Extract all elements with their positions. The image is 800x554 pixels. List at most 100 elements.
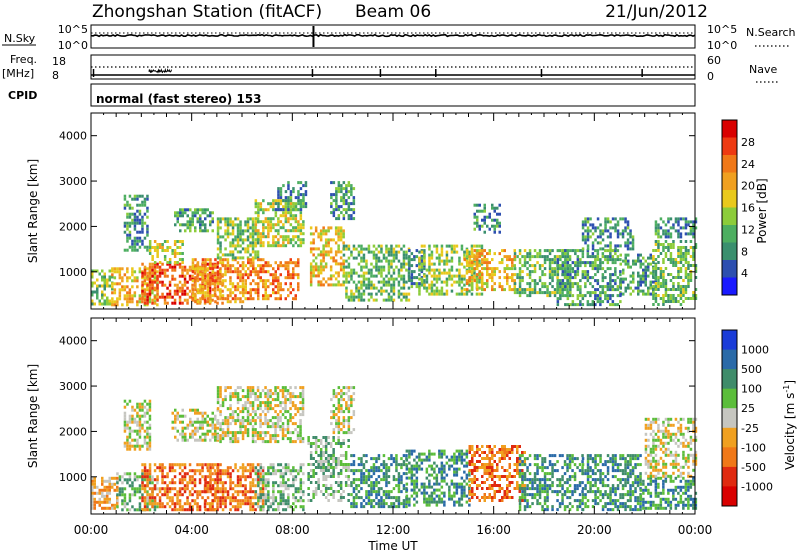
- echo-cell: [621, 235, 625, 239]
- echo-cell: [433, 271, 436, 275]
- echo-cell: [362, 289, 366, 293]
- colorbar-swatch: [722, 120, 737, 138]
- echo-cell: [571, 261, 575, 265]
- echo-cell: [415, 282, 419, 286]
- echo-cell: [287, 220, 290, 224]
- echo-cell: [246, 395, 250, 399]
- echo-cell: [370, 280, 373, 284]
- echo-cell: [435, 250, 439, 254]
- echo-cell: [291, 401, 295, 405]
- echo-cell: [664, 279, 668, 282]
- echo-cell: [299, 386, 302, 390]
- echo-cell: [141, 224, 144, 228]
- echo-cell: [657, 261, 660, 264]
- echo-cell: [466, 270, 469, 274]
- echo-cell: [156, 274, 159, 278]
- echo-cell: [231, 229, 235, 233]
- echo-cell: [101, 476, 104, 480]
- echo-cell: [614, 288, 617, 292]
- echo-cell: [294, 386, 297, 390]
- echo-cell: [267, 241, 270, 245]
- echo-cell: [324, 241, 328, 245]
- echo-cell: [173, 262, 177, 266]
- echo-cell: [244, 431, 247, 435]
- echo-cell: [216, 253, 220, 257]
- echo-cell: [385, 259, 388, 263]
- echo-cell: [219, 282, 222, 286]
- echo-cell: [609, 258, 612, 262]
- echo-cell: [337, 238, 340, 242]
- echo-cell: [91, 281, 94, 285]
- echo-cell: [166, 240, 169, 243]
- echo-cell: [684, 252, 688, 255]
- echo-cell: [664, 223, 668, 227]
- echo-cell: [594, 291, 597, 295]
- echo-cell: [312, 271, 315, 275]
- echo-cell: [662, 229, 665, 233]
- echo-cell: [337, 262, 340, 266]
- echo-cell: [229, 478, 232, 482]
- echo-cell: [226, 431, 230, 435]
- echo-cell: [259, 238, 263, 242]
- echo-cell: [420, 256, 424, 260]
- echo-cell: [231, 244, 235, 248]
- echo-cell: [141, 292, 144, 296]
- echo-cell: [287, 241, 290, 245]
- echo-cell: [176, 499, 179, 503]
- echo-cell: [569, 267, 572, 271]
- echo-cell: [239, 499, 242, 503]
- echo-cell: [133, 197, 137, 201]
- echo-cell: [689, 279, 693, 282]
- echo-cell: [654, 243, 658, 246]
- echo-cell: [229, 413, 232, 417]
- echo-cell: [254, 431, 257, 435]
- echo-cell: [249, 232, 252, 236]
- echo-cell: [211, 484, 215, 488]
- echo-cell: [271, 392, 275, 396]
- echo-cell: [251, 392, 255, 396]
- echo-cell: [682, 255, 685, 258]
- echo-cell: [141, 405, 144, 409]
- echo-cell: [211, 267, 215, 271]
- echo-cell: [146, 508, 149, 512]
- echo-cell: [239, 484, 242, 488]
- echo-cell: [662, 300, 665, 303]
- echo-cell: [173, 265, 177, 269]
- echo-cell: [121, 285, 124, 289]
- echo-cell: [96, 485, 99, 489]
- echo-cell: [196, 417, 199, 421]
- echo-cell: [254, 469, 258, 473]
- echo-cell: [254, 478, 258, 482]
- echo-cell: [153, 295, 157, 299]
- echo-cell: [551, 258, 554, 262]
- echo-cell: [476, 203, 479, 207]
- echo-cell: [322, 229, 325, 233]
- echo-cell: [133, 478, 137, 482]
- echo-cell: [251, 425, 255, 429]
- echo-cell: [198, 505, 202, 509]
- echo-cell: [476, 267, 479, 271]
- echo-cell: [402, 244, 406, 248]
- echo-cell: [579, 249, 582, 253]
- echo-cell: [679, 267, 683, 270]
- echo-cell: [561, 285, 565, 289]
- echo-cell: [297, 261, 300, 265]
- echo-cell: [581, 238, 585, 242]
- echo-cell: [206, 481, 210, 485]
- echo-cell: [241, 300, 245, 304]
- echo-cell: [246, 496, 250, 500]
- echo-cell: [564, 255, 567, 259]
- echo-cell: [463, 265, 466, 269]
- echo-cell: [262, 241, 265, 245]
- echo-cell: [392, 271, 396, 275]
- echo-cell: [108, 275, 111, 279]
- echo-cell: [214, 490, 217, 494]
- nsearch-label: N.Search: [746, 26, 796, 39]
- echo-cell: [526, 294, 529, 298]
- echo-cell: [286, 422, 290, 426]
- echo-cell: [677, 255, 680, 258]
- echo-cell: [272, 484, 275, 488]
- echo-cell: [410, 279, 414, 283]
- echo-cell: [163, 255, 167, 258]
- echo-cell: [274, 437, 277, 441]
